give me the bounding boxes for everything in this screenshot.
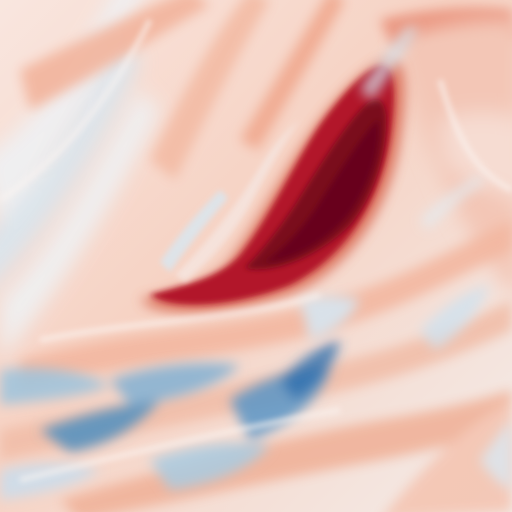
cool-streaks-right	[360, 25, 485, 230]
highlight-filaments	[0, 18, 512, 483]
vortex-filament	[140, 59, 405, 313]
cool-patches-lower	[0, 285, 512, 500]
